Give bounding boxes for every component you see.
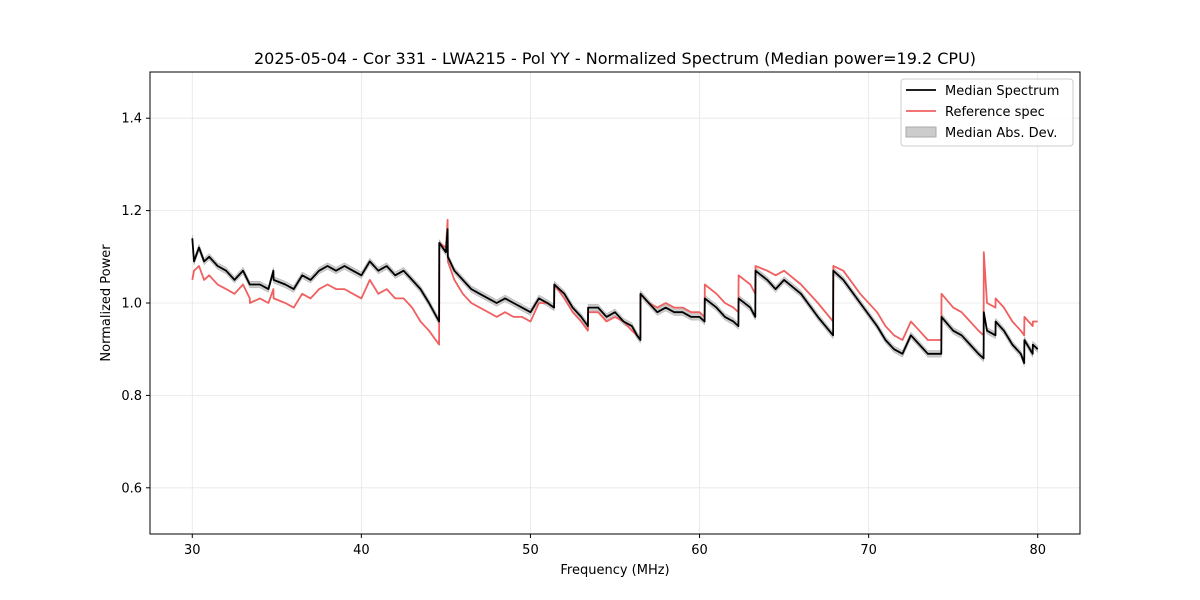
x-tick-label: 80 (1029, 543, 1046, 558)
mad-band (192, 225, 1038, 367)
chart-title: 2025-05-04 - Cor 331 - LWA215 - Pol YY -… (254, 49, 976, 68)
x-axis: 30 40 50 60 70 80 (184, 534, 1046, 558)
y-tick-label: 1.2 (121, 204, 142, 219)
series-lines (191, 218, 1039, 365)
x-tick-label: 70 (860, 543, 877, 558)
legend-label-median: Median Spectrum (945, 84, 1059, 99)
x-axis-label: Frequency (MHz) (560, 563, 669, 578)
legend-swatch-mad (905, 126, 937, 138)
reference-spectrum-line (191, 218, 1038, 346)
x-tick-label: 30 (184, 543, 201, 558)
x-tick-label: 60 (691, 543, 708, 558)
legend-label-reference: Reference spec (945, 105, 1045, 120)
x-tick-label: 50 (522, 543, 539, 558)
legend-label-mad: Median Abs. Dev. (945, 126, 1057, 141)
x-tick-label: 40 (353, 543, 370, 558)
y-tick-label: 0.8 (121, 389, 142, 404)
median-spectrum-line (191, 228, 1039, 365)
legend-box (900, 78, 1074, 147)
y-axis: 0.6 0.8 1.0 1.2 1.4 (121, 112, 150, 496)
y-axis-label: Normalized Power (99, 244, 114, 362)
mad-area (192, 225, 1038, 367)
y-tick-label: 1.0 (121, 297, 142, 312)
y-tick-label: 1.4 (121, 112, 142, 127)
y-tick-label: 0.6 (121, 481, 142, 496)
legend: Median Spectrum Reference spec Median Ab… (900, 78, 1074, 147)
